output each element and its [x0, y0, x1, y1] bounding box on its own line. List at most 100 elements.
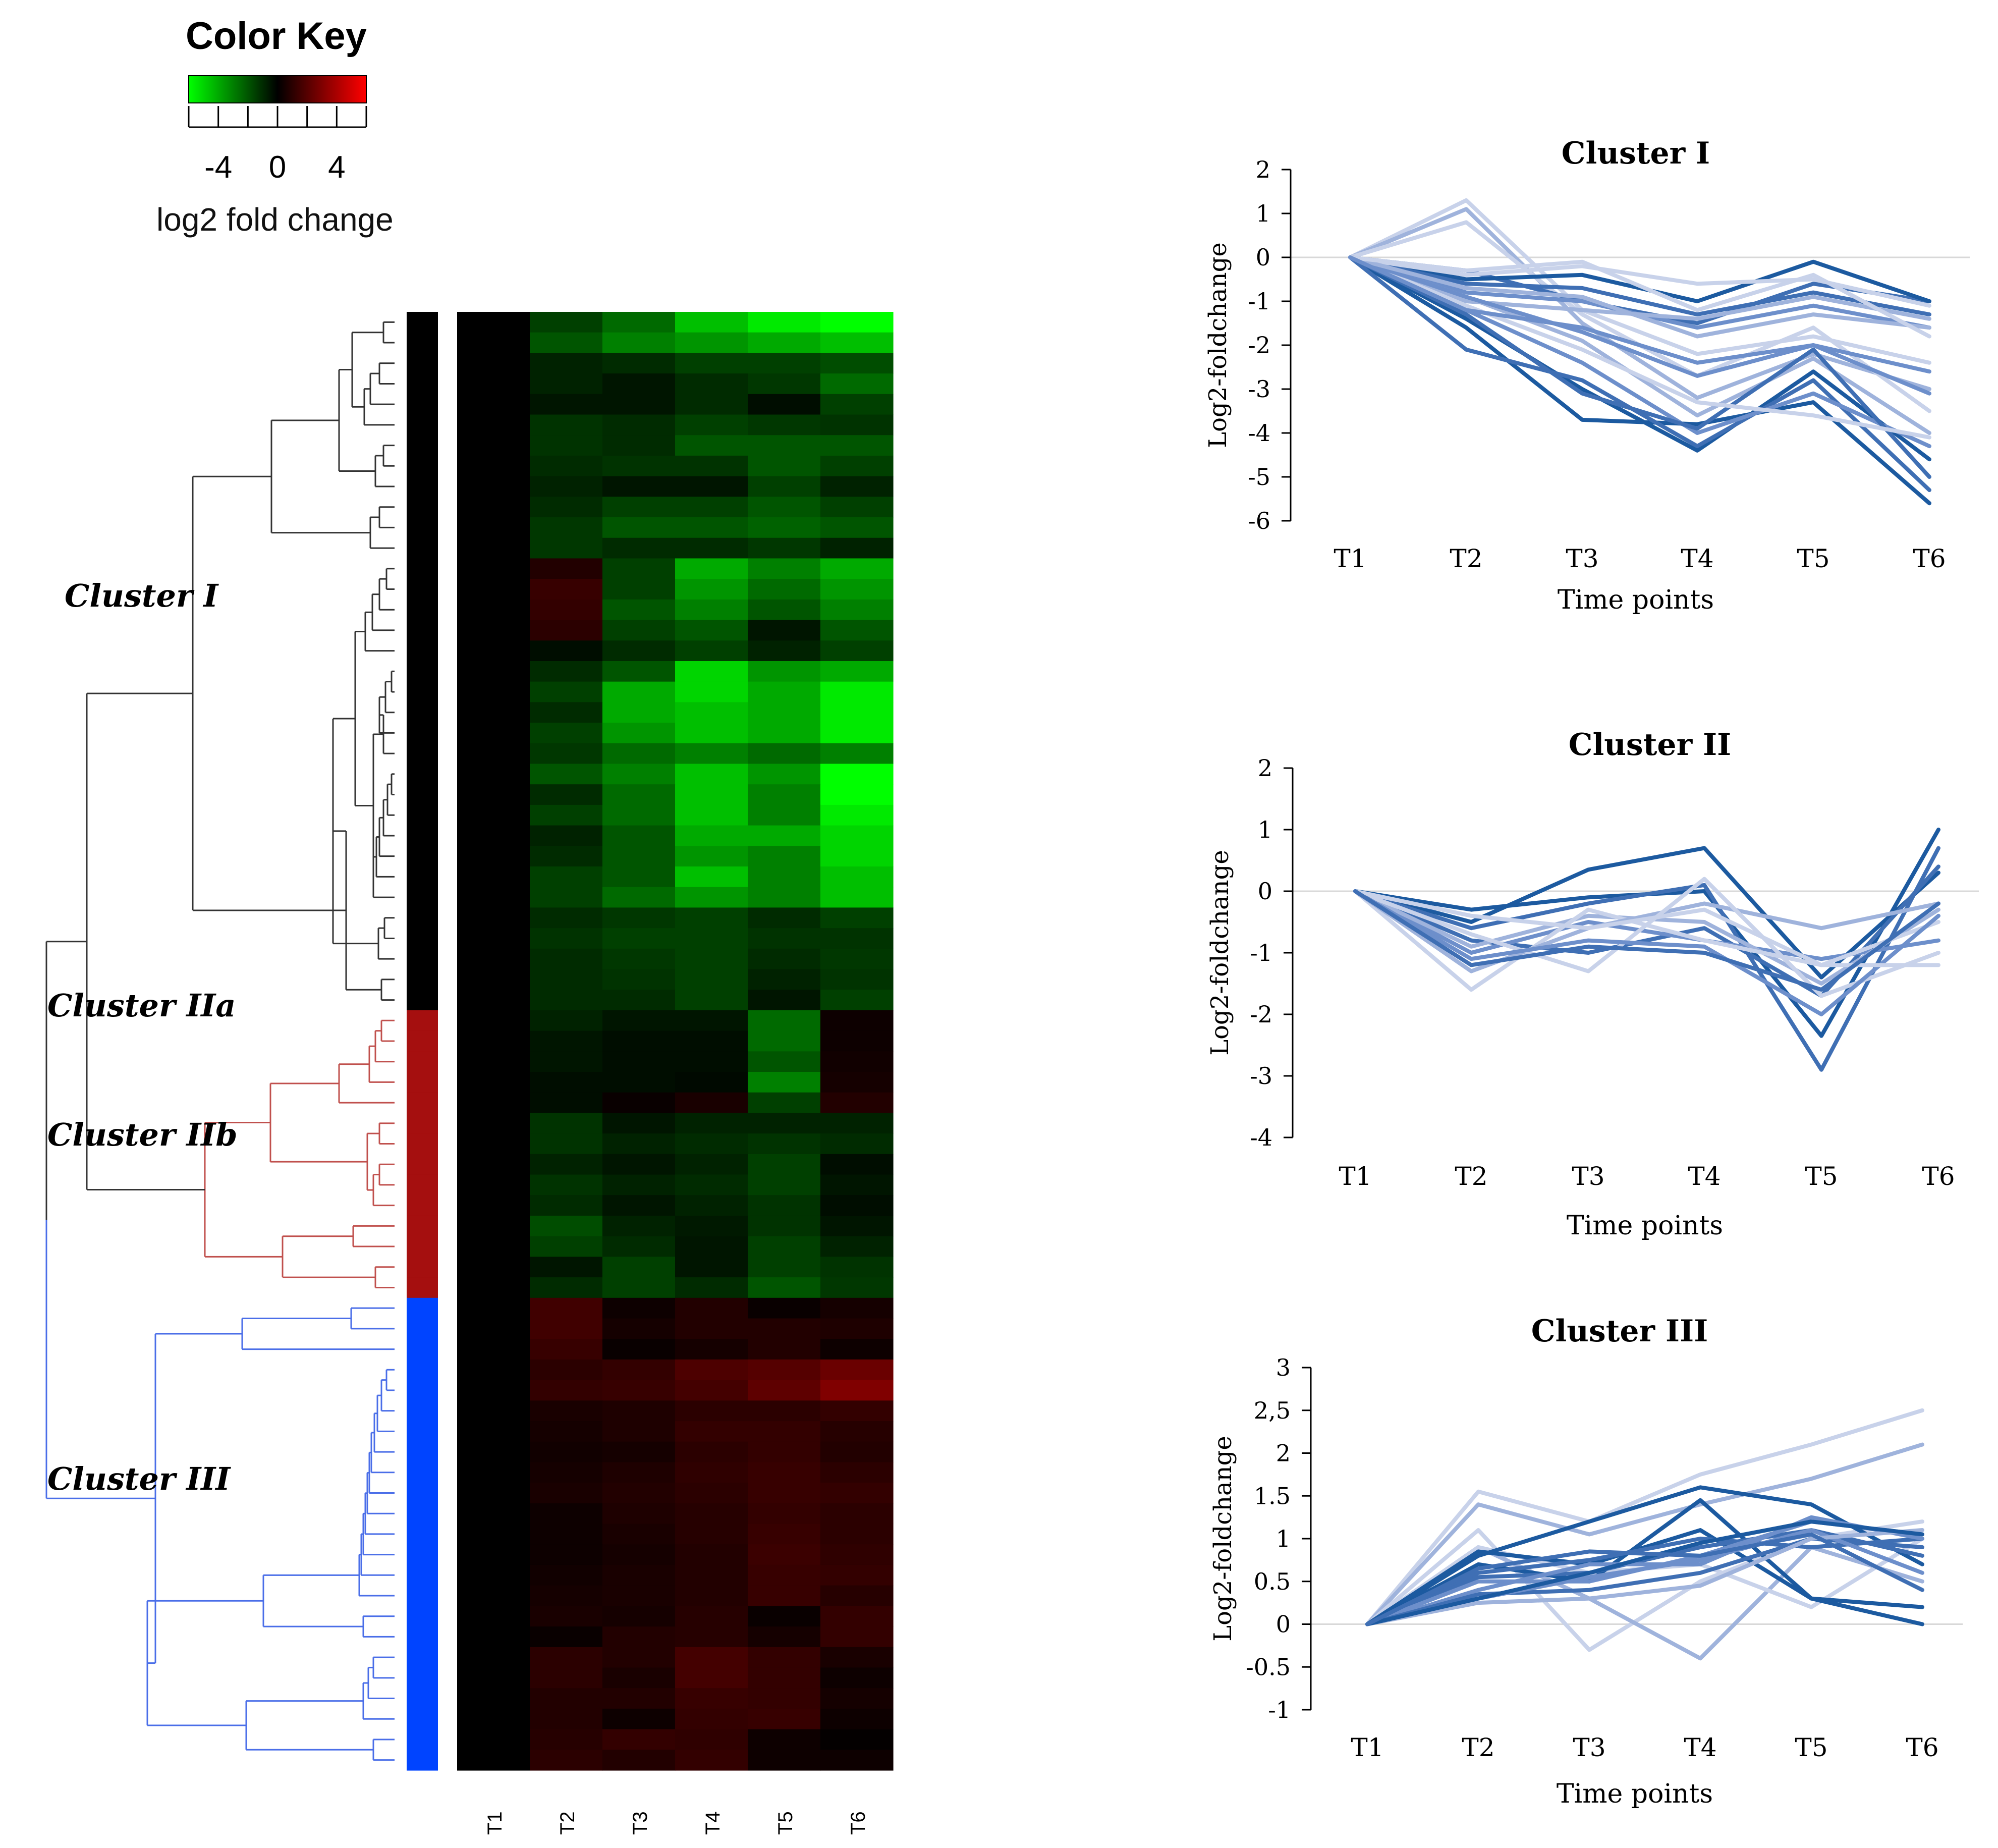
heatmap-cell — [820, 394, 894, 415]
heatmap-cell — [820, 332, 894, 354]
heatmap-cell — [748, 517, 821, 538]
heatmap-cell — [748, 1297, 821, 1319]
heatmap-cell — [820, 1215, 894, 1237]
y-tick-label: 2 — [1276, 1440, 1291, 1467]
cluster-sidebar-cell — [407, 332, 438, 354]
y-tick-label: 1.5 — [1254, 1482, 1291, 1509]
heatmap-cell — [457, 804, 530, 826]
heatmap-cell — [602, 558, 676, 579]
heatmap-cell — [457, 1647, 530, 1668]
y-tick-label: 3 — [1276, 1354, 1291, 1381]
heatmap-cell — [530, 1051, 603, 1072]
heatmap-cell — [530, 1606, 603, 1627]
cluster-label-1: Cluster I — [65, 577, 218, 614]
series-line — [1353, 889, 1940, 1016]
heatmap-cell — [602, 476, 676, 497]
heatmap-cell — [457, 1503, 530, 1525]
heatmap-cell — [602, 537, 676, 559]
heatmap-cell — [820, 1585, 894, 1606]
series-line — [1348, 255, 1931, 317]
cluster-sidebar-cell — [407, 1544, 438, 1565]
heatmap-cell — [820, 825, 894, 846]
heatmap-cell — [820, 1010, 894, 1031]
heatmap-cell — [820, 1544, 894, 1565]
heatmap-cell — [748, 1133, 821, 1155]
cluster-sidebar-cell — [407, 702, 438, 723]
heatmap-cell — [820, 1524, 894, 1545]
heatmap-cell — [675, 497, 748, 518]
series-line — [1353, 877, 1940, 998]
heatmap-cell — [457, 1400, 530, 1422]
heatmap-column-label: T4 — [702, 1811, 724, 1835]
heatmap-cell — [530, 681, 603, 702]
heatmap-cell — [748, 537, 821, 559]
heatmap-cell — [675, 414, 748, 436]
heatmap-cell — [602, 497, 676, 518]
series-line — [1348, 255, 1931, 303]
cluster-sidebar-cell — [407, 1750, 438, 1771]
cluster-label-2b: Cluster IIb — [47, 1116, 238, 1153]
heatmap-cell — [820, 1339, 894, 1360]
heatmap-cell — [675, 620, 748, 641]
heatmap-cell — [675, 1133, 748, 1155]
heatmap-cell — [530, 866, 603, 888]
heatmap-cell — [748, 825, 821, 846]
heatmap-cell — [820, 1729, 894, 1750]
heatmap-cell — [602, 1462, 676, 1483]
cluster-sidebar-cell — [407, 1236, 438, 1257]
cluster-sidebar-cell — [407, 1708, 438, 1730]
heatmap-cell — [820, 887, 894, 908]
heatmap-cell — [675, 764, 748, 785]
heatmap-cell — [748, 990, 821, 1011]
heatmap-cell — [675, 1030, 748, 1052]
heatmap-cell — [675, 1647, 748, 1668]
heatmap-cell — [820, 1462, 894, 1483]
heatmap-cell — [602, 455, 676, 477]
y-tick-label: 1 — [1256, 200, 1270, 227]
heatmap-cell — [457, 969, 530, 990]
heatmap-cell — [530, 1277, 603, 1298]
heatmap-cell — [820, 661, 894, 682]
cluster-sidebar-cell — [407, 866, 438, 888]
heatmap-cell — [820, 1359, 894, 1381]
heatmap-cell — [530, 1750, 603, 1771]
y-tick-label: -3 — [1248, 375, 1270, 403]
heatmap-cell — [748, 1585, 821, 1606]
cluster-sidebar-cell — [407, 681, 438, 702]
heatmap-cell — [748, 1380, 821, 1401]
y-axis-title: Log2-foldchange — [1206, 850, 1234, 1055]
y-tick-label: -1 — [1248, 288, 1270, 315]
heatmap-cell — [457, 928, 530, 949]
heatmap-cell — [748, 866, 821, 888]
cluster-sidebar-cell — [407, 455, 438, 477]
heatmap-cell — [530, 599, 603, 621]
heatmap-cell — [675, 990, 748, 1011]
chart-title: Cluster III — [1531, 1314, 1708, 1349]
heatmap-cell — [748, 599, 821, 621]
y-tick-label: -0.5 — [1246, 1653, 1291, 1680]
heatmap-cell — [457, 1010, 530, 1031]
series-line — [1365, 1528, 1924, 1626]
heatmap-cell — [675, 928, 748, 949]
heatmap-cell — [530, 1359, 603, 1381]
heatmap-cell — [602, 579, 676, 600]
heatmap-cell — [530, 1647, 603, 1668]
heatmap-cell — [530, 620, 603, 641]
cluster-sidebar-cell — [407, 558, 438, 579]
x-tick-label: T2 — [1450, 544, 1482, 573]
heatmap-cell — [820, 640, 894, 662]
heatmap-cell — [675, 969, 748, 990]
heatmap-cell — [748, 1359, 821, 1381]
heatmap-cell — [602, 661, 676, 682]
cluster-sidebar-cell — [407, 1113, 438, 1134]
cluster-sidebar-cell — [407, 1359, 438, 1381]
heatmap-cell — [675, 332, 748, 354]
heatmap-cell — [820, 1154, 894, 1175]
heatmap-cell — [675, 1215, 748, 1237]
cluster-sidebar-cell — [407, 1564, 438, 1586]
color-key-gradient — [188, 75, 367, 103]
heatmap-cell — [675, 1585, 748, 1606]
heatmap-cell — [457, 1585, 530, 1606]
heatmap-cell — [675, 353, 748, 374]
heatmap-cell — [457, 1174, 530, 1195]
